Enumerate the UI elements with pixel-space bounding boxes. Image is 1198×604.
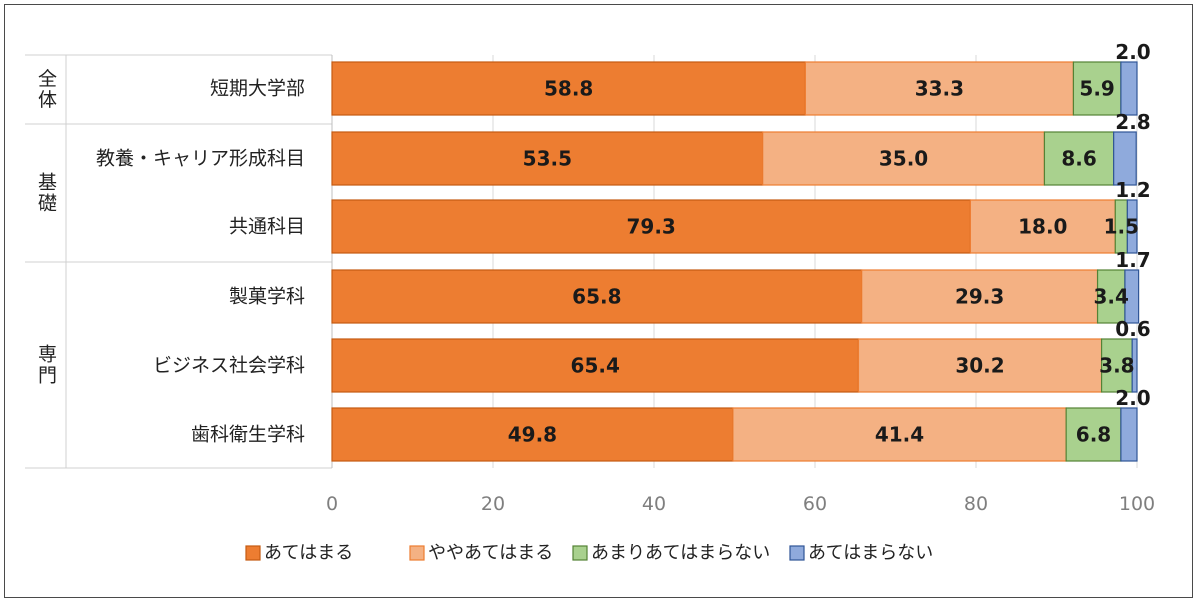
data-label-3-1: 29.3 [955, 285, 1004, 309]
x-tick-label-4: 80 [964, 493, 988, 515]
data-label-2-0: 79.3 [627, 215, 676, 239]
bar-1-0 [331, 131, 764, 186]
bar-0-3 [1120, 61, 1138, 116]
bar-5-0 [331, 407, 734, 462]
data-label-3-2: 3.4 [1094, 285, 1129, 309]
group-label-0: 全体 [35, 68, 57, 110]
bar-0-2 [1072, 61, 1122, 116]
data-label-3-3: 1.7 [1115, 248, 1150, 272]
bar-5-2 [1065, 407, 1122, 462]
data-label-0-1: 33.3 [915, 77, 964, 101]
data-label-0-3: 2.0 [1115, 40, 1150, 64]
category-label-3: 製菓学科 [229, 286, 305, 308]
bar-3-1 [861, 269, 1099, 324]
bar-4-2 [1100, 338, 1133, 393]
legend-label-2: あまりあてはまらない [591, 543, 770, 564]
bar-5-1 [732, 407, 1067, 462]
x-tick-label-2: 40 [642, 493, 666, 515]
x-tick-label-5: 100 [1119, 493, 1155, 515]
bar-2-0 [331, 199, 971, 254]
data-label-2-1: 18.0 [1018, 215, 1067, 239]
group-label-1: 基礎 [35, 172, 57, 214]
bar-3-2 [1096, 269, 1126, 324]
bar-4-3 [1131, 338, 1138, 393]
category-label-2: 共通科目 [229, 216, 305, 238]
bar-3-3 [1124, 269, 1140, 324]
data-label-5-2: 6.8 [1076, 423, 1111, 447]
bar-0-0 [331, 61, 806, 116]
legend-label-1: ややあてはまる [428, 543, 553, 564]
data-label-3-0: 65.8 [572, 285, 621, 309]
category-label-0: 短期大学部 [210, 78, 305, 100]
data-label-1-0: 53.5 [523, 147, 572, 171]
bar-4-0 [331, 338, 860, 393]
data-label-1-3: 2.8 [1115, 110, 1150, 134]
legend-label-0: あてはまる [264, 543, 353, 564]
data-label-4-3: 0.6 [1115, 317, 1150, 341]
group-label-2: 専門 [35, 344, 57, 386]
data-label-1-1: 35.0 [879, 147, 928, 171]
data-label-2-3: 1.2 [1115, 178, 1150, 202]
bar-3-0 [331, 269, 863, 324]
legend-swatch-1 [409, 545, 425, 561]
data-label-5-1: 41.4 [875, 423, 924, 447]
category-label-4: ビジネス社会学科 [153, 355, 305, 377]
x-tick-label-0: 0 [326, 493, 338, 515]
x-tick-label-1: 20 [481, 493, 505, 515]
bar-1-1 [762, 131, 1046, 186]
bar-2-1 [969, 199, 1116, 254]
data-label-4-2: 3.8 [1099, 354, 1134, 378]
data-label-5-0: 49.8 [508, 423, 557, 447]
bar-1-3 [1113, 131, 1137, 186]
data-label-1-2: 8.6 [1061, 147, 1096, 171]
legend-swatch-2 [572, 545, 588, 561]
category-label-1: 教養・キャリア形成科目 [96, 148, 305, 170]
data-label-0-2: 5.9 [1079, 77, 1114, 101]
bar-0-1 [804, 61, 1075, 116]
x-tick-label-3: 60 [803, 493, 827, 515]
bar-1-2 [1043, 131, 1115, 186]
legend-label-3: あてはまらない [808, 543, 933, 564]
category-label-5: 歯科衛生学科 [191, 424, 305, 446]
data-label-2-2: 1.5 [1104, 215, 1139, 239]
legend-swatch-3 [789, 545, 805, 561]
bar-5-3 [1120, 407, 1138, 462]
data-label-4-0: 65.4 [571, 354, 620, 378]
data-label-5-3: 2.0 [1115, 386, 1150, 410]
bar-4-1 [857, 338, 1103, 393]
legend-swatch-0 [245, 545, 261, 561]
data-label-4-1: 30.2 [955, 354, 1004, 378]
data-label-0-0: 58.8 [544, 77, 593, 101]
bar-2-3 [1126, 199, 1138, 254]
